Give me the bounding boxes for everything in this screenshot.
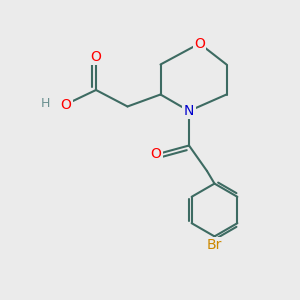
- Text: Br: Br: [207, 238, 222, 252]
- Text: O: O: [151, 148, 161, 161]
- Text: O: O: [194, 37, 205, 50]
- Text: O: O: [61, 98, 71, 112]
- Text: H: H: [40, 97, 50, 110]
- Text: N: N: [184, 104, 194, 118]
- Text: O: O: [91, 50, 101, 64]
